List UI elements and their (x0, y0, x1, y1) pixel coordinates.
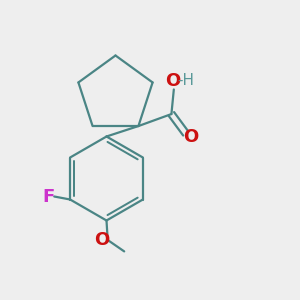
Text: -H: -H (177, 73, 194, 88)
Text: O: O (94, 231, 109, 249)
Text: O: O (183, 128, 198, 146)
Text: O: O (165, 72, 180, 90)
Text: F: F (42, 188, 54, 206)
